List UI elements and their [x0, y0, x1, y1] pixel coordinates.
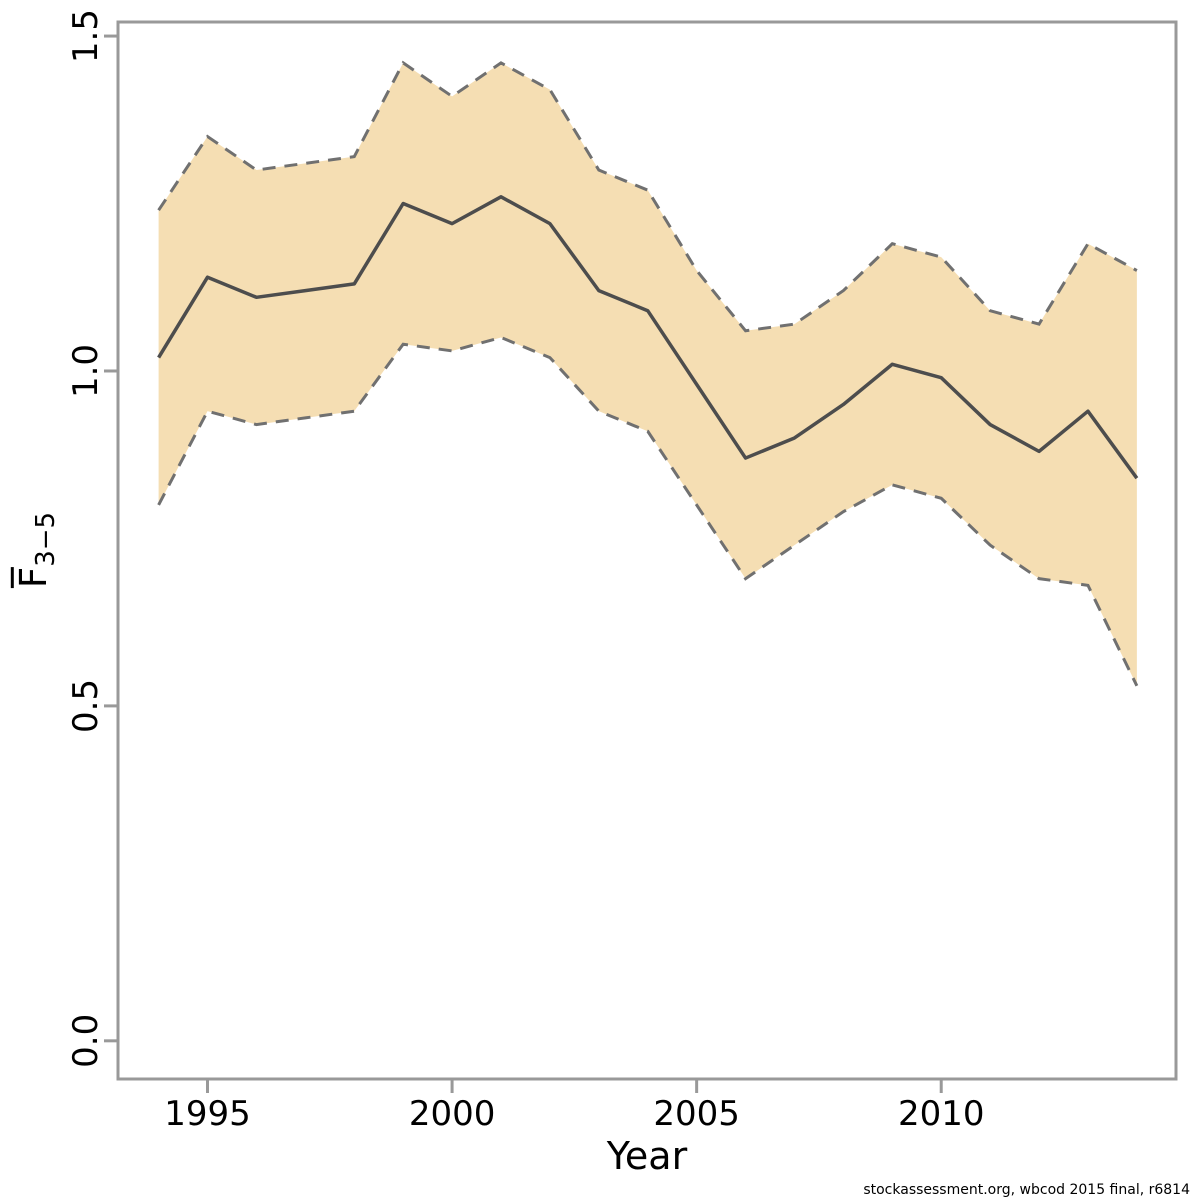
x-axis-tick-label: 2005 [653, 1094, 740, 1134]
y-axis-tick-label: 1.5 [66, 9, 106, 63]
y-axis-tick-label: 1.0 [66, 344, 106, 398]
confidence-band [158, 62, 1137, 686]
fbar-symbol: F [10, 566, 55, 589]
x-axis-tick-label: 1995 [164, 1094, 251, 1134]
x-axis-title: Year [606, 1134, 688, 1178]
attribution-text: stockassessment.org, wbcod 2015 final, r… [863, 1182, 1190, 1198]
y-axis-title-text: F3−5 [10, 511, 62, 589]
x-axis-tick-label: 2010 [898, 1094, 985, 1134]
lower-ci-line [157, 335, 1139, 687]
fbar-subscript: 3−5 [31, 511, 62, 567]
y-axis-tick-label: 0.5 [66, 679, 106, 733]
axis-box [116, 20, 1178, 1081]
y-axis-tick-label: 0.0 [66, 1014, 106, 1068]
x-axis-tick-label: 2000 [409, 1094, 496, 1134]
fbar-line [157, 195, 1139, 480]
